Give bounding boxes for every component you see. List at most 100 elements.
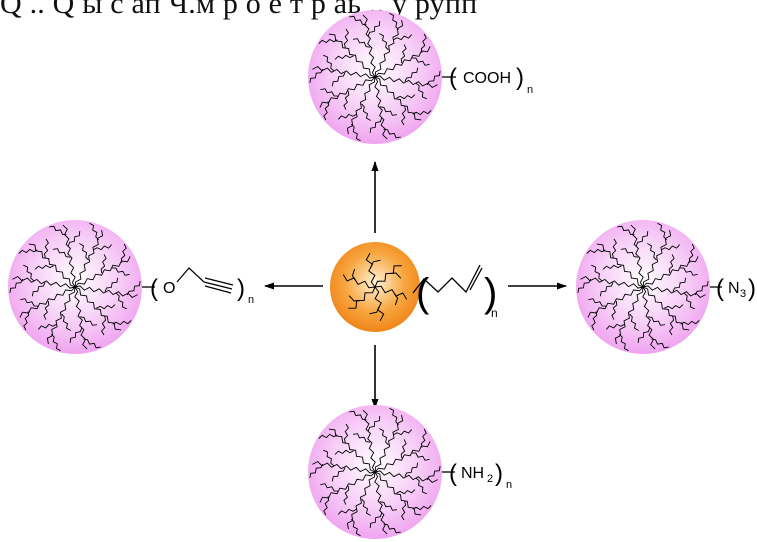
- polymer-chain-segment: [374, 441, 431, 473]
- polymer-chain-segment: [374, 285, 408, 300]
- polymer-chain-segment: [374, 75, 438, 89]
- polymer-chain-segment: [412, 110, 432, 116]
- polymer-chain-segment: [79, 243, 89, 261]
- polymer-chain-segment: [104, 277, 119, 292]
- polymer-chain-segment: [694, 281, 709, 296]
- label-top-open-paren: (: [449, 64, 457, 91]
- label-right-subscript-3: 3: [740, 288, 746, 300]
- label-right-azide: N: [728, 280, 740, 297]
- polymer-chain-segment: [83, 338, 101, 349]
- polymer-chain-segment: [664, 304, 684, 310]
- polymer-chain-segment: [69, 327, 83, 343]
- polymer-chain-segment: [586, 248, 606, 254]
- polymer-chain-segment: [49, 225, 67, 236]
- polymer-chain-segment: [331, 467, 346, 482]
- product-left-propargyl: ( O ) n: [8, 220, 254, 354]
- polymer-chain-segment: [389, 407, 400, 426]
- polymer-chain-segment: [415, 477, 427, 495]
- polymer-chain-segment: [67, 231, 81, 247]
- polymer-chain-segment: [331, 72, 346, 87]
- polymer-chain-segment: [18, 248, 38, 254]
- polymer-chain-segment: [100, 254, 107, 274]
- polymer-chain-segment: [318, 38, 338, 44]
- polymer-chain-segment: [618, 333, 629, 352]
- polymer-chain-segment: [323, 54, 335, 72]
- polymer-chain-segment: [642, 229, 672, 288]
- polymer-chain-segment: [580, 275, 644, 289]
- allyl-chain: [412, 264, 483, 294]
- polymer-brush-bottom: [309, 407, 441, 537]
- polymer-chain-segment: [369, 306, 380, 315]
- polymer-chain-segment: [328, 428, 376, 473]
- polymer-chain-segment: [350, 123, 361, 142]
- polymer-chain-segment: [657, 222, 668, 241]
- polymer-chain-segment: [369, 512, 383, 528]
- allyl-subscript-n: n: [491, 306, 498, 320]
- polymer-chain-segment: [101, 316, 107, 336]
- polymer-chain-segment: [46, 286, 76, 345]
- polymer-chain-segment: [74, 286, 88, 350]
- polymer-chain-segment: [374, 19, 404, 78]
- polymer-chain-segment: [611, 300, 618, 320]
- polymer-chain-segment: [591, 264, 603, 282]
- polymer-chain-segment: [365, 253, 376, 288]
- polymer-chain-segment: [348, 295, 361, 302]
- polymer-chain-segment: [412, 505, 432, 511]
- polymer-chain-segment: [383, 523, 401, 534]
- product-top-cooh: ( COOH ) n: [308, 10, 533, 144]
- polymer-chain-segment: [400, 439, 407, 459]
- polymer-chain-segment: [31, 282, 46, 297]
- polymer-chain-segment: [43, 300, 50, 320]
- polymer-chain-segment: [370, 259, 381, 268]
- polymer-chain-segment: [642, 256, 699, 288]
- polymer-chain-segment: [342, 274, 376, 289]
- label-bottom-group: NH: [461, 465, 484, 482]
- polymer-chain-segment: [374, 286, 385, 321]
- label-left-close-paren: ): [237, 275, 245, 302]
- label-right-open-paren: (: [716, 275, 724, 302]
- polymer-chain-segment: [348, 286, 376, 309]
- polymer-chain-segment: [411, 452, 430, 461]
- polymer-chain-segment: [337, 113, 357, 120]
- label-left-subscript-n: n: [248, 294, 254, 306]
- polymer-chain-segment: [37, 323, 57, 330]
- polymer-chain-segment: [642, 286, 656, 350]
- polymer-chain-segment: [309, 463, 324, 478]
- polymer-chain-segment: [343, 90, 350, 110]
- polymer-chain-segment: [320, 483, 339, 492]
- polymer-brush-left: [9, 222, 141, 352]
- polymer-chain-segment: [74, 229, 104, 288]
- polymer-chain-segment: [115, 292, 127, 310]
- polymer-chain-segment: [362, 14, 376, 78]
- polymer-chain-segment: [400, 44, 407, 64]
- polymer-chain-segment: [637, 327, 651, 343]
- polymer-chain-segment: [617, 225, 635, 236]
- polymer-chain-segment: [126, 281, 141, 296]
- polymer-chain-segment: [383, 128, 401, 139]
- polymer-brush-top: [309, 12, 441, 142]
- core-branched-chains: [342, 253, 408, 321]
- polymer-chain-segment: [393, 429, 413, 436]
- polymer-chain-segment: [361, 498, 371, 516]
- polymer-chain-segment: [396, 94, 416, 100]
- polymer-chain-segment: [34, 264, 54, 270]
- product-bottom-amine: ( NH 2 ) n: [308, 405, 512, 539]
- polymer-chain-segment: [89, 222, 100, 241]
- polymer-chain-segment: [591, 311, 598, 331]
- polymer-chain-segment: [337, 508, 357, 515]
- polymer-chain-segment: [319, 471, 376, 503]
- polymer-chain-segment: [401, 501, 407, 521]
- polymer-chain-segment: [323, 101, 330, 121]
- label-left-oxygen: O: [163, 280, 175, 297]
- polymer-chain-segment: [112, 320, 132, 326]
- polymer-chain-segment: [367, 21, 381, 37]
- polymer-chain-segment: [661, 244, 681, 251]
- polymer-chain-segment: [120, 243, 127, 263]
- polymer-chain-segment: [343, 423, 349, 443]
- polymer-chain-segment: [596, 243, 644, 288]
- polymer-chain-segment: [683, 292, 695, 310]
- label-right-close-paren: ): [748, 275, 756, 302]
- polymer-chain-segment: [312, 460, 376, 474]
- polymer-chain-segment: [61, 313, 71, 331]
